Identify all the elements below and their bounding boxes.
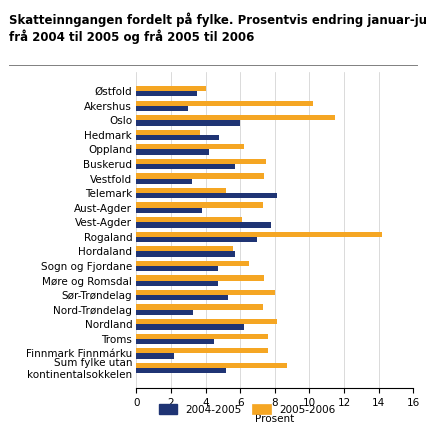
- Bar: [136, 188, 226, 194]
- Bar: [136, 145, 244, 150]
- Bar: [136, 232, 382, 237]
- Bar: [136, 281, 218, 286]
- Bar: [136, 87, 205, 92]
- Bar: [136, 208, 202, 213]
- Bar: [136, 354, 174, 359]
- Bar: [136, 261, 249, 266]
- Legend: 2004-2005, 2005-2006: 2004-2005, 2005-2006: [154, 400, 340, 419]
- Bar: [136, 348, 268, 354]
- Bar: [136, 296, 228, 301]
- Bar: [136, 363, 287, 368]
- Bar: [136, 159, 266, 164]
- Text: Skatteinngangen fordelt på fylke. Prosentvis endring januar-juli
frå 2004 til 20: Skatteinngangen fordelt på fylke. Prosen…: [9, 13, 426, 44]
- Bar: [136, 223, 271, 228]
- Bar: [136, 174, 265, 179]
- Bar: [136, 310, 193, 315]
- Bar: [136, 325, 244, 330]
- Bar: [136, 121, 240, 126]
- Bar: [136, 164, 235, 170]
- Bar: [136, 106, 188, 112]
- Bar: [136, 194, 276, 199]
- Bar: [136, 252, 235, 257]
- Bar: [136, 339, 214, 344]
- Bar: [136, 247, 233, 252]
- Bar: [136, 203, 263, 208]
- Bar: [136, 135, 219, 141]
- Bar: [136, 150, 209, 155]
- Bar: [136, 130, 200, 135]
- Bar: [136, 179, 192, 184]
- Bar: [136, 305, 263, 310]
- Bar: [136, 237, 257, 242]
- Bar: [136, 218, 242, 223]
- Bar: [136, 116, 335, 121]
- Bar: [136, 319, 276, 325]
- Bar: [136, 368, 226, 373]
- Bar: [136, 276, 265, 281]
- Bar: [136, 92, 197, 97]
- Bar: [136, 290, 275, 296]
- Bar: [136, 266, 218, 272]
- X-axis label: Prosent: Prosent: [255, 413, 294, 423]
- Bar: [136, 101, 313, 106]
- Bar: [136, 334, 268, 339]
